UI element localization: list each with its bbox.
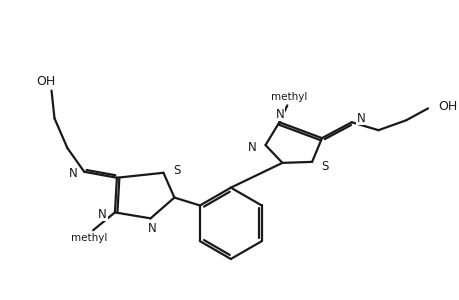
Text: N: N [98, 208, 107, 221]
Text: S: S [173, 164, 180, 177]
Text: S: S [320, 160, 328, 173]
Text: N: N [247, 140, 256, 154]
Text: N: N [148, 222, 157, 235]
Text: N: N [68, 167, 77, 180]
Text: OH: OH [437, 100, 456, 113]
Text: N: N [356, 112, 364, 125]
Text: methyl: methyl [270, 92, 307, 103]
Text: OH: OH [36, 75, 55, 88]
Text: N: N [275, 108, 284, 121]
Text: methyl: methyl [71, 233, 107, 243]
